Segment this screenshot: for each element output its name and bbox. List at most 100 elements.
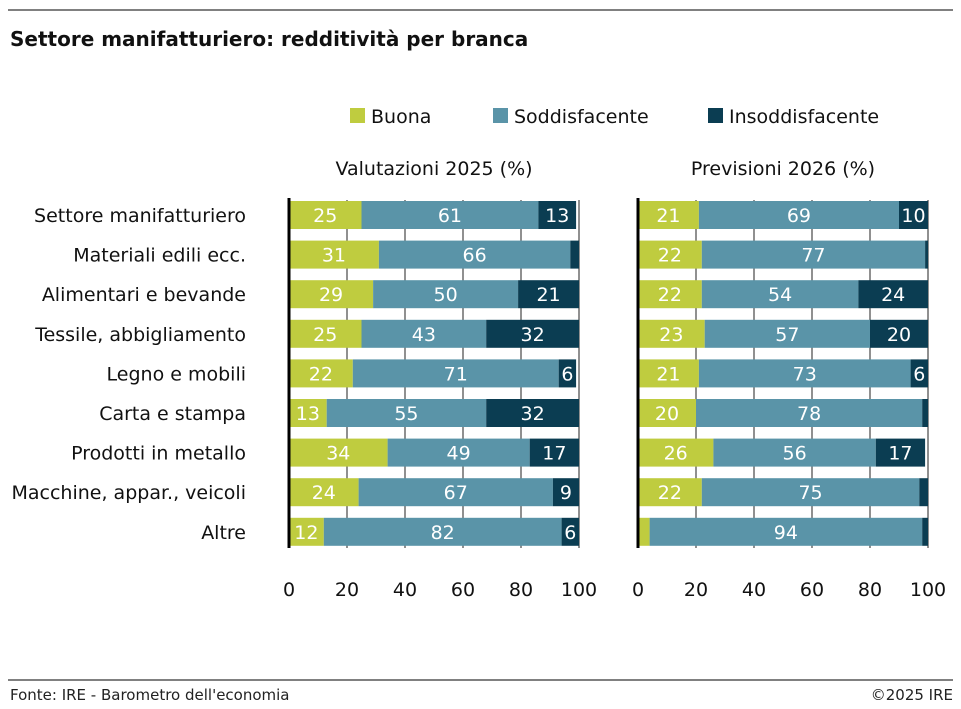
- data-label: 43: [412, 324, 436, 346]
- data-label: 13: [296, 403, 320, 425]
- data-label: 94: [774, 522, 798, 544]
- data-label: 24: [881, 284, 905, 306]
- data-label: 71: [444, 363, 468, 385]
- data-label: 61: [438, 205, 462, 227]
- x-tick-label: 80: [858, 579, 882, 601]
- x-tick-label: 20: [684, 579, 708, 601]
- bar-insoddisfacente: [858, 280, 928, 309]
- bar-buona: [638, 478, 702, 507]
- bar-soddisfacente: [701, 478, 920, 507]
- data-label: 25: [313, 324, 337, 346]
- legend-label: Buona: [371, 106, 431, 128]
- panel-1: Valutazioni 2025 (%) 0 20 40 60 80 100 Settore …: [12, 158, 598, 601]
- data-label: 20: [887, 324, 911, 346]
- bar-buona: [289, 280, 374, 309]
- x-tick-label: 0: [632, 579, 644, 601]
- x-tick-label: 80: [509, 579, 533, 601]
- bar-soddisfacente: [387, 438, 530, 467]
- data-label: 55: [394, 403, 418, 425]
- data-label: 32: [521, 324, 545, 346]
- bar-buona: [289, 399, 327, 427]
- bar-soddisfacente: [704, 319, 870, 348]
- category-label: Prodotti in metallo: [71, 443, 246, 465]
- data-label: 10: [901, 205, 925, 227]
- bar-buona: [638, 319, 705, 348]
- bar-buona: [289, 478, 359, 507]
- bar-buona: [638, 201, 699, 229]
- data-label: 66: [463, 245, 487, 267]
- x-tick-label: 60: [451, 579, 475, 601]
- category-label: Alimentari e bevande: [42, 284, 246, 306]
- category-label: Altre: [201, 522, 246, 544]
- category-label: Tessile, abbigliamento: [34, 324, 246, 346]
- legend: Buona Soddisfacente Insoddisfacente: [350, 106, 879, 128]
- bar-buona: [289, 359, 353, 388]
- data-label: 22: [658, 284, 682, 306]
- bar-insoddisfacente: [561, 517, 579, 546]
- bar-buona: [638, 517, 650, 546]
- copyright: ©2025 IRE: [871, 686, 953, 704]
- bar-insoddisfacente: [570, 240, 579, 269]
- data-label: 75: [798, 482, 822, 504]
- data-label: 12: [294, 522, 318, 544]
- bar-buona: [638, 280, 702, 309]
- x-tick-label: 20: [335, 579, 359, 601]
- bar-buona: [638, 438, 714, 467]
- panel-title: Previsioni 2026 (%): [691, 158, 875, 180]
- chart-title: Settore manifatturiero: redditività per …: [10, 27, 528, 51]
- data-label: 23: [659, 324, 683, 346]
- data-label: 34: [326, 443, 350, 465]
- bar-insoddisfacente: [558, 359, 577, 388]
- bar-soddisfacente: [373, 280, 519, 309]
- data-label: 26: [664, 443, 688, 465]
- data-label: 22: [309, 363, 333, 385]
- data-label: 21: [656, 363, 680, 385]
- data-label: 49: [447, 443, 471, 465]
- data-label: 21: [656, 205, 680, 227]
- bar-insoddisfacente: [919, 478, 928, 507]
- panel-title: Valutazioni 2025 (%): [335, 158, 532, 180]
- data-label: 22: [658, 482, 682, 504]
- data-label: 31: [322, 245, 346, 267]
- data-label: 24: [312, 482, 336, 504]
- legend-label: Soddisfacente: [514, 106, 649, 128]
- data-label: 56: [783, 443, 807, 465]
- data-label: 17: [542, 443, 566, 465]
- x-tick-label: 100: [561, 579, 597, 601]
- data-label: 13: [545, 205, 569, 227]
- bar-soddisfacente: [378, 240, 571, 269]
- x-tick-label: 40: [742, 579, 766, 601]
- data-label: 57: [775, 324, 799, 346]
- bar-buona: [289, 438, 388, 467]
- bar-buona: [289, 201, 362, 229]
- data-label: 6: [913, 363, 925, 385]
- bar-soddisfacente: [358, 478, 553, 507]
- panel-2: Previsioni 2026 (%) 0 20 40 60 80 100 21 69 10 22 7…: [632, 158, 946, 601]
- legend-swatch-buona: [350, 108, 365, 123]
- bar-insoddisfacente: [910, 359, 928, 388]
- bar-buona: [289, 319, 362, 348]
- bar-soddisfacente: [698, 359, 911, 388]
- bar-insoddisfacente: [922, 517, 928, 546]
- bar-buona: [638, 240, 702, 269]
- bar-soddisfacente: [361, 319, 487, 348]
- category-label: Macchine, appar., veicoli: [12, 482, 247, 504]
- data-label: 29: [319, 284, 343, 306]
- x-tick-label: 100: [910, 579, 946, 601]
- bar-insoddisfacente: [925, 240, 928, 269]
- bar-insoddisfacente: [538, 201, 577, 229]
- data-label: 54: [768, 284, 792, 306]
- bar-buona: [289, 240, 379, 269]
- bar-soddisfacente: [701, 240, 926, 269]
- bar-soddisfacente: [323, 517, 562, 546]
- data-label: 21: [536, 284, 560, 306]
- bar-soddisfacente: [701, 280, 859, 309]
- bar-insoddisfacente: [529, 438, 579, 467]
- category-label: Materiali edili ecc.: [73, 245, 246, 267]
- category-label: Settore manifatturiero: [34, 205, 246, 227]
- data-label: 69: [787, 205, 811, 227]
- bar-soddisfacente: [649, 517, 923, 546]
- bar-buona: [638, 399, 696, 427]
- legend-label: Insoddisfacente: [729, 106, 879, 128]
